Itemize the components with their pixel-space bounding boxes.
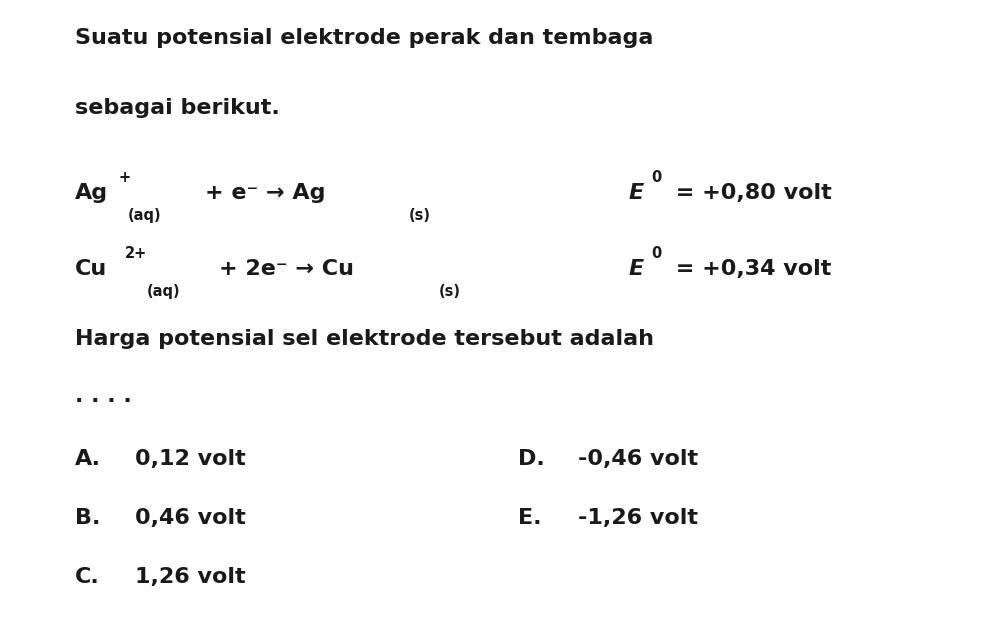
Text: Cu: Cu bbox=[75, 260, 107, 279]
Text: = +0,80 volt: = +0,80 volt bbox=[668, 184, 831, 203]
Text: A.: A. bbox=[75, 449, 101, 469]
Text: 1,26 volt: 1,26 volt bbox=[135, 567, 245, 587]
Text: 0,46 volt: 0,46 volt bbox=[135, 508, 245, 528]
Text: sebagai berikut.: sebagai berikut. bbox=[75, 98, 279, 118]
Text: (s): (s) bbox=[439, 284, 461, 299]
Text: E: E bbox=[628, 260, 643, 279]
Text: (s): (s) bbox=[409, 208, 431, 223]
Text: 0,12 volt: 0,12 volt bbox=[135, 449, 245, 469]
Text: (aq): (aq) bbox=[147, 284, 180, 299]
Text: = +0,34 volt: = +0,34 volt bbox=[668, 260, 831, 279]
Text: + e⁻ → Ag: + e⁻ → Ag bbox=[205, 184, 326, 203]
Text: 0: 0 bbox=[651, 246, 661, 261]
Text: + 2e⁻ → Cu: + 2e⁻ → Cu bbox=[219, 260, 354, 279]
Text: Suatu potensial elektrode perak dan tembaga: Suatu potensial elektrode perak dan temb… bbox=[75, 28, 653, 48]
Text: (aq): (aq) bbox=[128, 208, 162, 223]
Text: D.: D. bbox=[518, 449, 545, 469]
Text: -0,46 volt: -0,46 volt bbox=[578, 449, 698, 469]
Text: 2+: 2+ bbox=[125, 246, 147, 261]
Text: Harga potensial sel elektrode tersebut adalah: Harga potensial sel elektrode tersebut a… bbox=[75, 329, 654, 349]
Text: Ag: Ag bbox=[75, 184, 108, 203]
Text: E.: E. bbox=[518, 508, 542, 528]
Text: E: E bbox=[628, 184, 643, 203]
Text: +: + bbox=[119, 170, 131, 185]
Text: C.: C. bbox=[75, 567, 100, 587]
Text: . . . .: . . . . bbox=[75, 386, 132, 406]
Text: -1,26 volt: -1,26 volt bbox=[578, 508, 698, 528]
Text: 0: 0 bbox=[651, 170, 661, 185]
Text: B.: B. bbox=[75, 508, 100, 528]
